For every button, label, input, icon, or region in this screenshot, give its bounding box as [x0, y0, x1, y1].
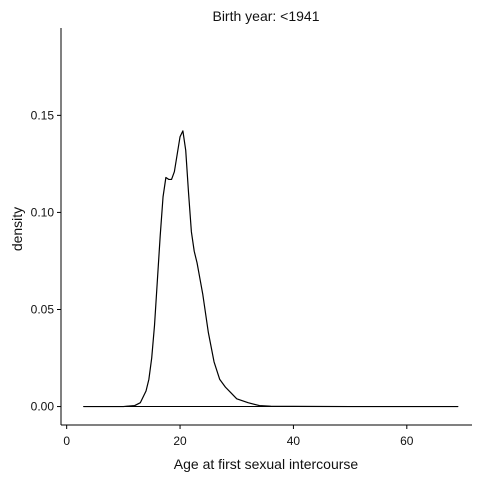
y-tick-label: 0.00: [31, 400, 55, 414]
y-tick-label: 0.15: [31, 108, 55, 122]
density-curve: [84, 131, 458, 407]
y-axis-ticks: 0.00 0.05 0.10 0.15: [31, 108, 61, 413]
x-tick-label: 40: [287, 434, 301, 448]
y-tick-label: 0.10: [31, 205, 55, 219]
x-axis-ticks: 0 20 40 60: [63, 425, 413, 448]
x-tick-label: 0: [63, 434, 70, 448]
x-tick-label: 60: [400, 434, 414, 448]
plot-area: [84, 131, 458, 407]
x-tick-label: 20: [173, 434, 187, 448]
y-axis-title: density: [9, 207, 25, 251]
chart-title: Birth year: <1941: [212, 8, 319, 24]
x-axis-title: Age at first sexual intercourse: [174, 456, 359, 472]
y-tick-label: 0.05: [31, 302, 55, 316]
